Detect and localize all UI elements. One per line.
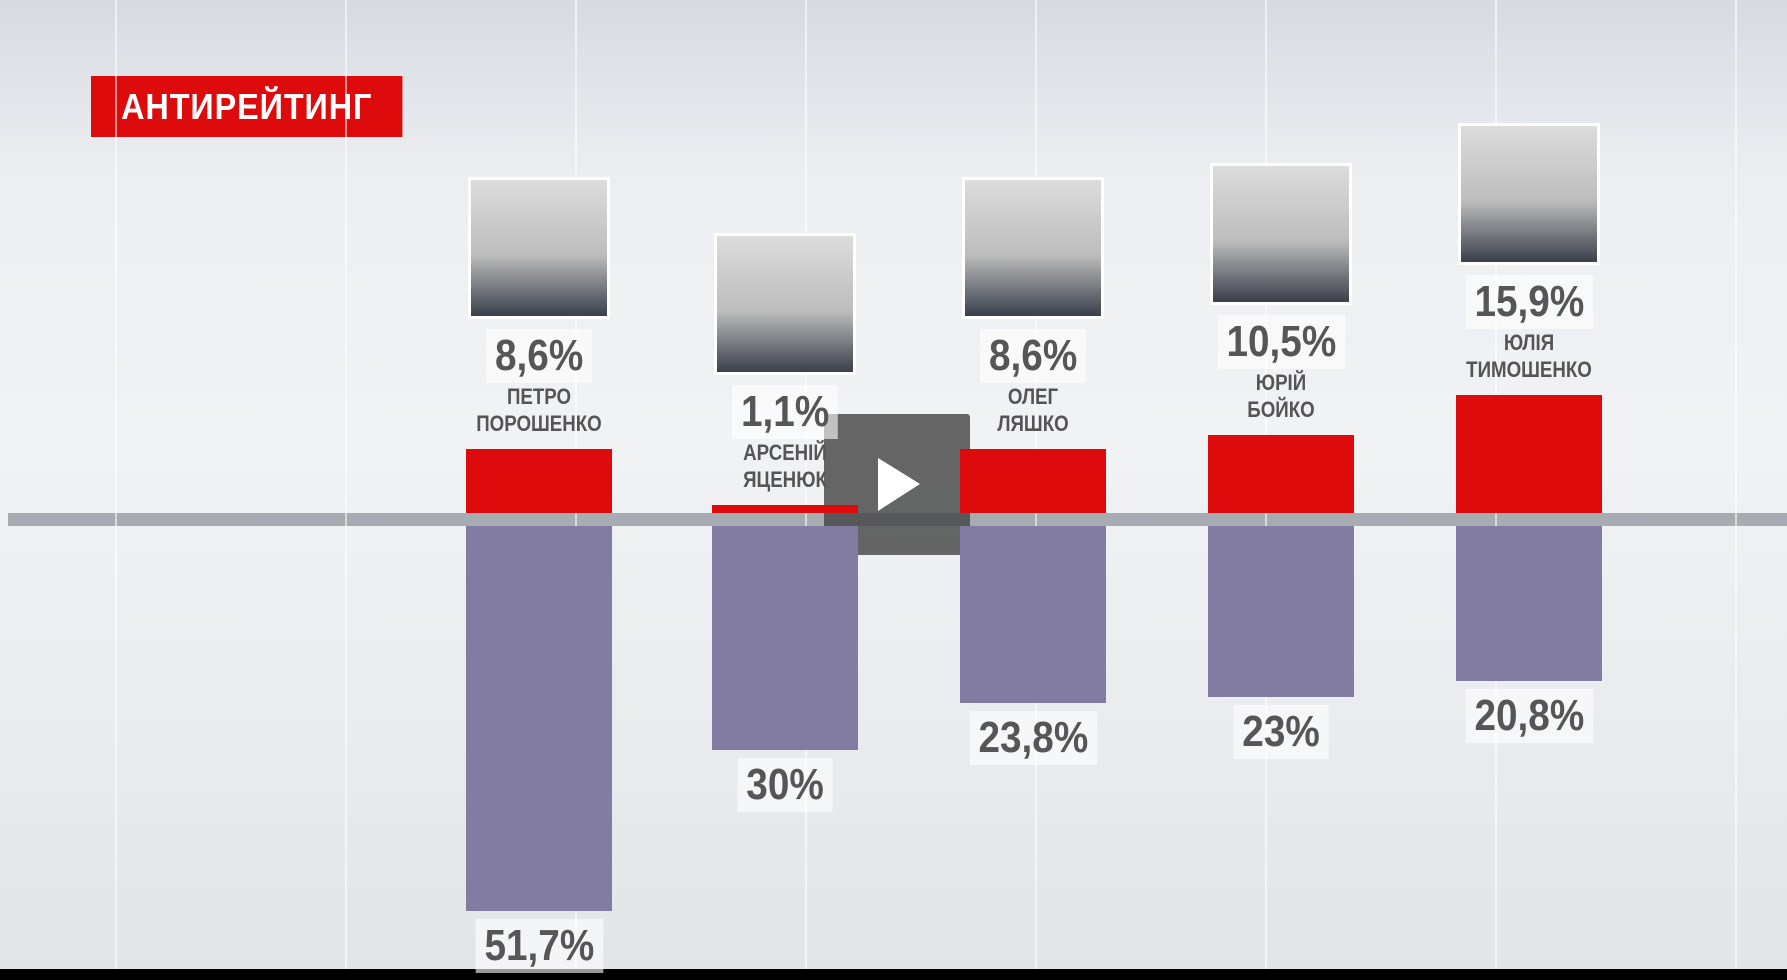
chart-title: АНТИРЕЙТИНГ <box>91 76 403 137</box>
value-label: 10,5% <box>1217 314 1345 369</box>
bar <box>466 448 612 513</box>
grid-stripe <box>345 0 347 969</box>
value-label-wrap: 51,7% <box>444 919 634 974</box>
candidate-photo <box>1458 122 1600 265</box>
candidate-header: 8,6% ПЕТРО ПОРОШЕНКО <box>444 176 634 437</box>
bar <box>712 526 858 750</box>
candidate-header: 1,1% АРСЕНІЙ ЯЦЕНЮК <box>690 232 880 493</box>
candidate-photo <box>962 176 1104 319</box>
category-label: ОЛЕГ ЛЯШКО <box>997 383 1069 436</box>
category-label: АРСЕНІЙ ЯЦЕНЮК <box>743 439 827 492</box>
bar <box>466 526 612 912</box>
value-label: 1,1% <box>732 384 838 439</box>
candidate-header: 10,5% ЮРІЙ БОЙКО <box>1186 162 1376 423</box>
value-label-wrap: 30% <box>690 757 880 812</box>
value-label: 20,8% <box>1465 688 1593 743</box>
candidate-photo <box>714 232 856 375</box>
bar <box>960 526 1106 704</box>
play-icon <box>878 458 920 511</box>
grid-stripe <box>115 0 117 969</box>
value-label-wrap: 20,8% <box>1434 688 1624 743</box>
value-label: 51,7% <box>475 919 603 974</box>
grid-stripe <box>1735 0 1737 969</box>
value-label: 8,6% <box>486 328 592 383</box>
value-label: 23% <box>1233 705 1329 760</box>
candidate-photo <box>468 176 610 319</box>
value-label: 8,6% <box>980 328 1086 383</box>
grid-stripe <box>805 0 807 969</box>
value-label-wrap: 23,8% <box>938 711 1128 766</box>
category-label: ЮЛІЯ ТИМОШЕНКО <box>1466 329 1592 382</box>
bar <box>1208 434 1354 513</box>
candidate-header: 15,9% ЮЛІЯ ТИМОШЕНКО <box>1434 122 1624 383</box>
value-label-wrap: 23% <box>1186 705 1376 760</box>
candidate-header: 8,6% ОЛЕГ ЛЯШКО <box>938 176 1128 437</box>
bar <box>1208 526 1354 698</box>
bar <box>960 448 1106 513</box>
category-label: ЮРІЙ БОЙКО <box>1247 369 1315 422</box>
bar <box>1456 526 1602 681</box>
candidate-photo <box>1210 162 1352 305</box>
bar <box>712 504 858 513</box>
value-label: 15,9% <box>1465 274 1593 329</box>
value-label: 23,8% <box>969 711 1097 766</box>
player-bar <box>0 969 1787 980</box>
value-label: 30% <box>737 757 833 812</box>
category-label: ПЕТРО ПОРОШЕНКО <box>476 383 602 436</box>
bar <box>1456 394 1602 513</box>
